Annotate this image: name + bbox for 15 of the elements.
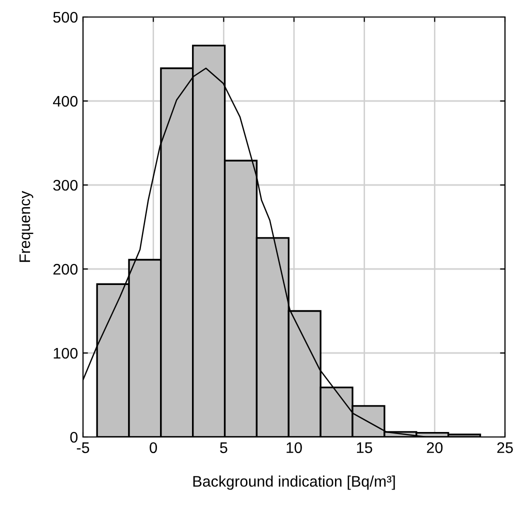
x-tick-label: -5 — [76, 442, 90, 454]
y-axis-title: Frequency — [20, 190, 34, 262]
x-tick-label: 0 — [150, 442, 157, 454]
y-tick-label: 500 — [53, 12, 78, 23]
y-tick-label: 300 — [53, 180, 78, 191]
x-tick-label: 10 — [286, 442, 302, 454]
x-tick-label: 15 — [357, 442, 372, 454]
y-tick-label: 100 — [54, 348, 78, 359]
y-tick-label: 200 — [53, 264, 78, 275]
x-tick-label: 5 — [220, 442, 228, 454]
x-axis-title: Background indication [Bq/m³] — [193, 476, 395, 490]
x-tick-label: 20 — [426, 442, 443, 454]
x-tick-label: 25 — [497, 442, 513, 454]
y-tick-label: 400 — [53, 96, 78, 107]
y-tick-label: 0 — [70, 432, 78, 443]
